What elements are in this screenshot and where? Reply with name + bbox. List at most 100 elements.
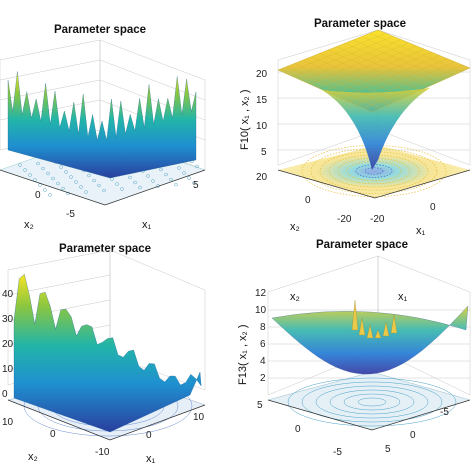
chart-4-z-tick-1: 10	[255, 305, 267, 316]
chart-1-contour-dot	[159, 167, 163, 172]
chart-4-z-tick-5: 2	[260, 373, 266, 384]
chart-1-contour-dot	[192, 181, 196, 185]
chart-1-contour-dot	[151, 179, 155, 183]
chart-2-contour-ring	[301, 145, 447, 197]
chart-2-surface-funnel	[322, 88, 430, 170]
chart-1-contour-dot	[43, 188, 47, 192]
chart-4-contour-ring	[301, 381, 443, 423]
chart-4-z-tick-2: 8	[260, 322, 266, 333]
chart-2-z-tick-2: 10	[256, 121, 268, 132]
chart-1-contour-dot	[56, 181, 60, 186]
chart-1-contour-dot	[46, 171, 50, 176]
chart-1-y-tick-1: -5	[66, 209, 75, 220]
chart-panel-4: Parameter space 12 10 8 6 4 2 5 0 -5 5 0…	[237, 239, 471, 458]
chart-4-z-tick-0: 12	[255, 288, 267, 299]
chart-1-contour-dot	[174, 182, 178, 187]
chart-1-contour-dot	[146, 174, 150, 178]
chart-1-contour-dot	[79, 185, 83, 189]
chart-panel-3: Parameter space 40 30 20 10 0 10 0 -10 1…	[2, 243, 206, 465]
chart-2-mesh-line	[364, 64, 463, 109]
chart-4-contour-ring	[357, 397, 387, 407]
chart-4-contour-lines	[287, 377, 457, 427]
chart-3-y-tick-0: 10	[2, 417, 14, 428]
chart-3-z-tick-3: 10	[2, 364, 14, 375]
chart-1-contour-dot	[115, 182, 119, 186]
chart-2-y-tick-0: 20	[256, 172, 268, 183]
chart-4-y-label: x₂	[290, 291, 300, 303]
chart-1-contour-dot	[182, 171, 186, 175]
chart-2-surface-mesh	[277, 29, 471, 113]
chart-3-surface	[13, 273, 202, 433]
chart-3-z-tick-2: 20	[2, 339, 14, 350]
chart-4-surface-spike	[390, 314, 398, 334]
chart-4-surface-spike	[374, 329, 382, 339]
chart-1-contour-dot	[18, 163, 22, 167]
chart-1-contour-dot	[120, 187, 124, 191]
chart-2-mesh-line	[377, 29, 471, 69]
chart-4-y-tick-0: 5	[257, 400, 263, 411]
chart-1-floor-edges	[0, 169, 206, 206]
chart-1-contour-dot	[164, 172, 168, 177]
chart-1-x-tick-0: 5	[193, 180, 199, 191]
chart-1-y-label: x₂	[24, 219, 34, 231]
chart-panel-1: Parameter space 5 0 -5 x₁ x₂	[0, 24, 206, 231]
chart-2-z-tick-1: 15	[256, 95, 268, 106]
chart-1-contour-dot	[74, 180, 78, 184]
chart-1-contour-dot	[102, 188, 106, 193]
chart-4-x-tick-1: 0	[410, 430, 416, 441]
chart-1-contour-dot	[92, 178, 96, 183]
chart-1-y-tick-0: 0	[35, 190, 41, 201]
chart-3-z-tick-1: 30	[2, 314, 14, 325]
chart-1-contour-dot	[133, 180, 137, 185]
chart-1-contour-dot	[138, 185, 142, 190]
chart-2-x-tick-0: -20	[370, 214, 385, 225]
chart-1-contour-dot	[59, 165, 63, 169]
chart-3-z-tick-4: 0	[2, 389, 8, 400]
chart-panel-2: Parameter space 20 15 10 5 20 0 -20 -20 …	[239, 18, 471, 237]
chart-1-title: Parameter space	[54, 24, 146, 36]
chart-1-contour-dot	[61, 186, 65, 191]
chart-4-x-label: x₁	[398, 291, 408, 303]
chart-1-contour-dot	[169, 177, 173, 182]
chart-1-surface	[7, 71, 197, 179]
chart-3-back-wall-right	[109, 249, 206, 391]
chart-4-z-tick-3: 6	[260, 339, 266, 350]
chart-2-mesh-line	[356, 61, 455, 106]
chart-1-contour-dot	[23, 168, 27, 172]
chart-2-y-label: x₂	[290, 221, 300, 233]
chart-2-x-label: x₁	[416, 225, 426, 237]
chart-1-contour-dot	[69, 175, 73, 179]
chart-4-floor-contour	[267, 371, 471, 431]
chart-3-x-label: x₁	[146, 453, 156, 465]
chart-3-z-tick-0: 40	[2, 289, 14, 300]
chart-3-x-tick-0: 10	[193, 412, 205, 423]
chart-2-mesh-line	[369, 33, 462, 72]
chart-2-contour-ring	[328, 154, 420, 188]
chart-1-contour-dot	[64, 170, 68, 174]
chart-1-contour-dot	[128, 175, 132, 180]
chart-2-contour-ring	[364, 167, 384, 175]
chart-1-contour-dot	[48, 193, 52, 197]
chart-1-contour-dot	[36, 161, 40, 166]
chart-1-contour-dot	[195, 164, 199, 169]
chart-4-surface-spikes	[351, 299, 398, 339]
chart-4-surface	[271, 305, 469, 375]
chart-4-contour-ring	[287, 377, 457, 427]
chart-1-contour-dot	[187, 176, 191, 180]
chart-4-surface-spike	[351, 299, 359, 331]
chart-2-z-tick-3: 5	[261, 147, 267, 158]
chart-4-contour-ring	[343, 393, 401, 411]
chart-4-x-tick-0: 5	[385, 444, 391, 455]
chart-2-y-tick-1: 0	[305, 195, 311, 206]
chart-4-z-label: F13( x₁ , x₂ )	[237, 324, 249, 385]
chart-2-floor-contour	[278, 145, 470, 198]
chart-2-contour-ring	[319, 151, 429, 191]
chart-3-x-tick-1: 0	[146, 430, 152, 441]
chart-2-z-label: F10( x₁ , x₂ )	[239, 89, 251, 150]
chart-4-z-tick-4: 4	[260, 356, 266, 367]
chart-1-contour-dot	[84, 190, 88, 194]
chart-4-x-tick-2: -5	[440, 407, 449, 418]
chart-2-z-tick-0: 20	[256, 69, 268, 80]
chart-2-contour-ring	[310, 148, 438, 194]
